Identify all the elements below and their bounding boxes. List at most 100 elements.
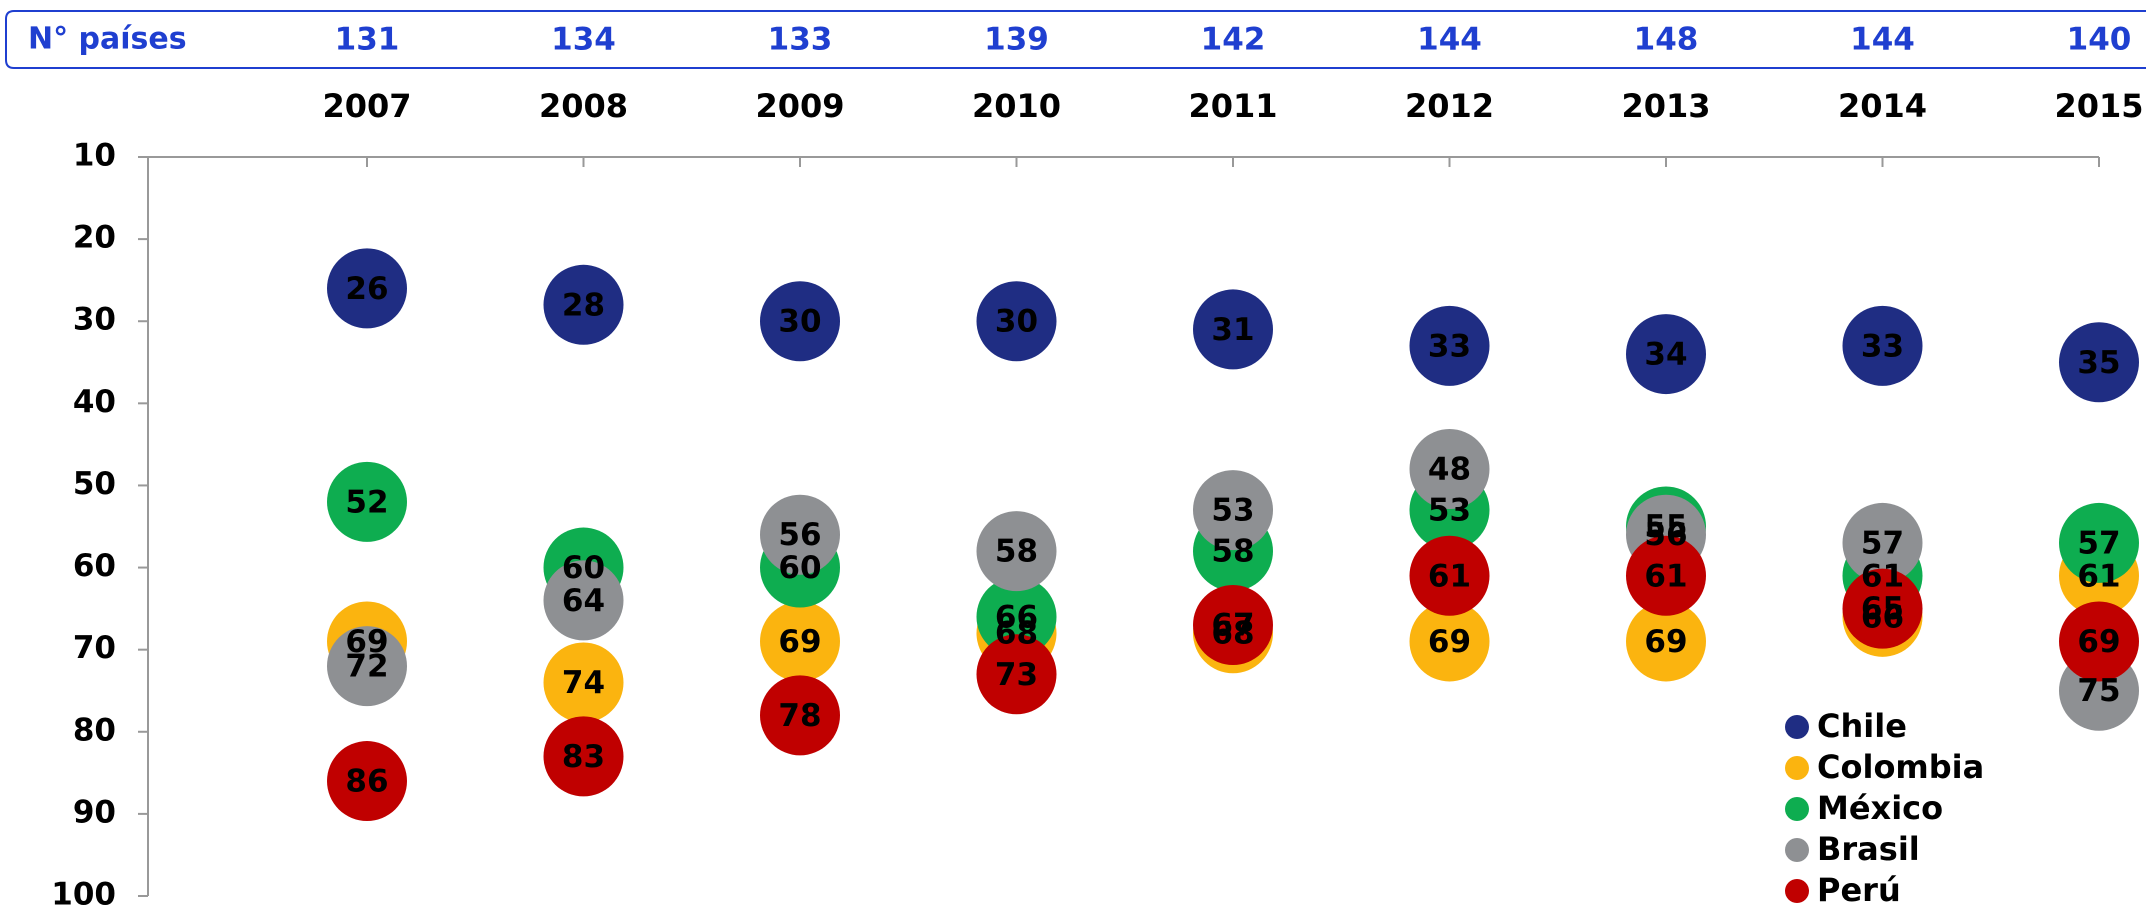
legend-label: Colombia — [1817, 748, 1984, 786]
dot — [760, 675, 840, 756]
count: 133 — [768, 22, 833, 58]
data-label: 69 — [778, 624, 821, 660]
dot — [1409, 601, 1490, 682]
data-label: 34 — [1644, 337, 1687, 373]
legend-swatch — [1785, 838, 1809, 862]
y-tick-label: 30 — [73, 302, 116, 338]
y-tick-label: 60 — [73, 548, 116, 584]
data-label: 33 — [1428, 328, 1471, 364]
dot — [976, 281, 1057, 362]
data-label: 65 — [1861, 591, 1904, 627]
data-label: 75 — [2077, 673, 2120, 709]
x-tick-label: 2011 — [1188, 87, 1277, 125]
dot — [543, 716, 624, 797]
data-label: 83 — [562, 739, 605, 775]
dot — [1842, 502, 1923, 583]
x-tick-label: 2010 — [972, 87, 1061, 125]
x-tick-label: 2013 — [1621, 87, 1710, 125]
data-label: 61 — [1644, 558, 1687, 594]
data-label: 48 — [1428, 452, 1471, 488]
data-label: 69 — [1644, 624, 1687, 660]
dot — [976, 511, 1057, 592]
count: 144 — [1417, 22, 1482, 58]
data-label: 66 — [995, 599, 1038, 635]
dot — [1193, 289, 1273, 370]
count: 148 — [1634, 22, 1699, 58]
count: 144 — [1850, 22, 1915, 58]
header-box — [5, 10, 2146, 69]
y-tick-label: 20 — [73, 220, 116, 256]
data-label: 28 — [562, 287, 605, 323]
dot — [327, 461, 407, 542]
dot — [976, 576, 1057, 657]
x-tick-label: 2008 — [539, 87, 628, 125]
dot — [976, 634, 1057, 715]
y-tick-label: 100 — [51, 877, 116, 911]
x-tick-label: 2012 — [1405, 87, 1494, 125]
x-tick-label: 2009 — [755, 87, 844, 125]
dot — [1626, 314, 1706, 395]
count: 142 — [1201, 22, 1266, 58]
data-label: 73 — [995, 657, 1038, 693]
data-label: 57 — [1861, 525, 1904, 561]
dot — [1409, 535, 1490, 616]
dot — [1193, 470, 1273, 551]
dot — [2059, 601, 2139, 682]
dot — [1842, 305, 1923, 386]
dot — [1626, 535, 1706, 616]
x-tick-label: 2015 — [2054, 87, 2143, 125]
data-label: 31 — [1211, 312, 1254, 348]
data-label: 58 — [1211, 534, 1254, 570]
data-label: 53 — [1211, 493, 1254, 529]
count-label: N° países — [28, 22, 187, 57]
legend-label: Brasil — [1817, 830, 1920, 868]
data-label: 33 — [1861, 328, 1904, 364]
dot — [1193, 585, 1273, 666]
data-label: 69 — [345, 624, 388, 660]
legend-swatch — [1785, 797, 1809, 821]
data-label: 78 — [778, 698, 821, 734]
count: 140 — [2067, 22, 2132, 58]
data-label: 69 — [1428, 624, 1471, 660]
dot — [760, 281, 840, 362]
data-label: 86 — [345, 764, 388, 800]
data-label: 69 — [2077, 624, 2120, 660]
dot — [327, 248, 407, 329]
data-label: 66 — [1861, 599, 1904, 635]
data-label: 53 — [1428, 493, 1471, 529]
dot — [1409, 305, 1490, 386]
data-label: 61 — [2077, 558, 2120, 594]
dot — [760, 494, 840, 575]
data-label: 56 — [778, 517, 821, 553]
data-label: 57 — [2077, 525, 2120, 561]
dot — [327, 741, 407, 822]
legend-label: México — [1817, 789, 1943, 827]
y-tick-label: 50 — [73, 466, 116, 502]
x-tick-label: 2007 — [322, 87, 411, 125]
dot — [1409, 429, 1490, 510]
dot — [327, 626, 407, 707]
data-label: 74 — [562, 665, 605, 701]
data-label: 72 — [345, 649, 388, 685]
dot — [760, 601, 840, 682]
dot — [1626, 601, 1706, 682]
data-label: 55 — [1644, 509, 1687, 545]
legend-label: Chile — [1817, 707, 1907, 745]
legend-swatch — [1785, 879, 1809, 903]
count: 134 — [551, 22, 616, 58]
data-label: 61 — [1428, 558, 1471, 594]
x-tick-label: 2014 — [1838, 87, 1927, 125]
y-tick-label: 40 — [73, 384, 116, 420]
count: 139 — [984, 22, 1049, 58]
y-tick-label: 10 — [73, 138, 116, 174]
data-label: 35 — [2077, 345, 2120, 381]
data-label: 52 — [345, 484, 388, 520]
data-label: 68 — [1211, 616, 1254, 652]
y-tick-label: 90 — [73, 794, 116, 830]
legend-label: Perú — [1817, 871, 1901, 909]
dot — [2059, 322, 2139, 403]
y-tick-label: 80 — [73, 712, 116, 748]
data-label: 30 — [995, 304, 1038, 340]
count: 131 — [335, 22, 400, 58]
